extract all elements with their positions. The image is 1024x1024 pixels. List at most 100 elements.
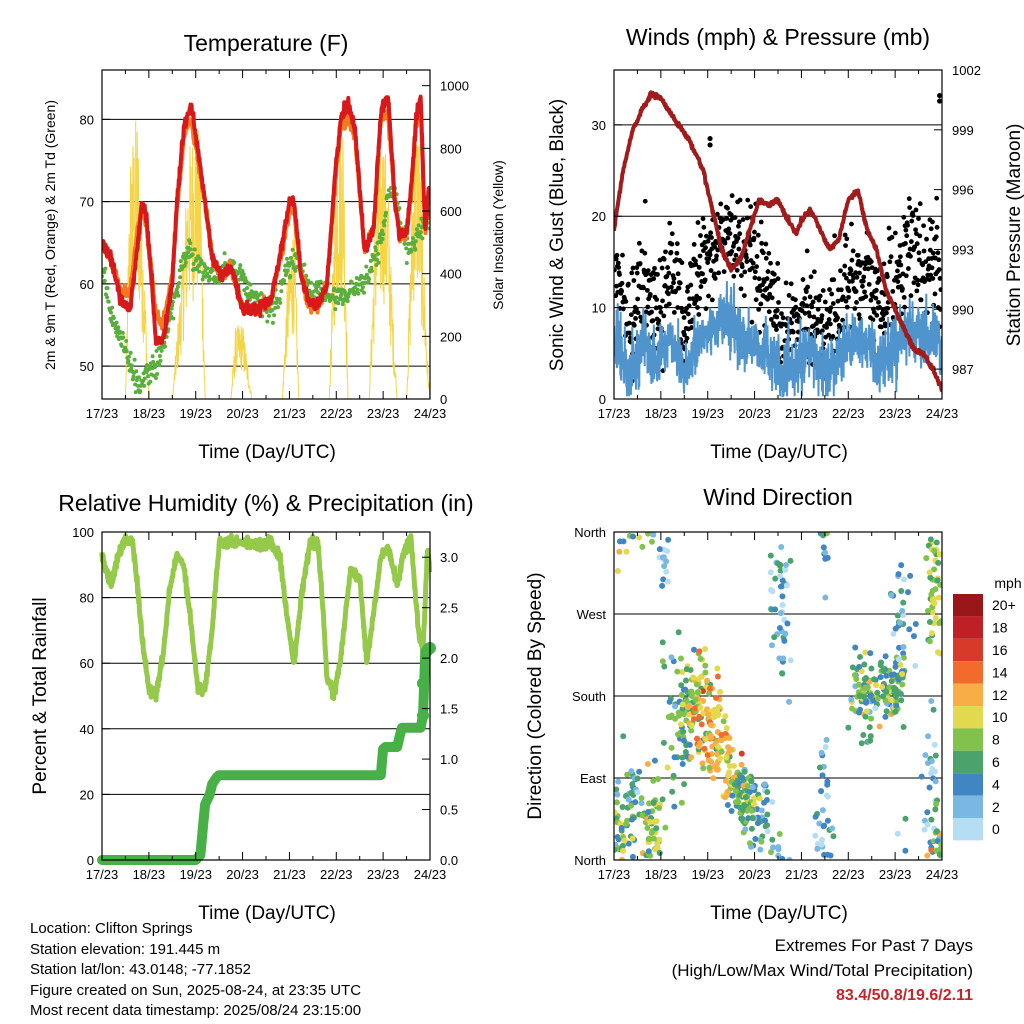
gust-point	[856, 312, 862, 318]
colorbar: 20+ 18 16 14 12 10 8 6 4 2 0	[953, 594, 1016, 841]
dewpoint-point	[243, 292, 248, 297]
direction-point	[668, 744, 675, 751]
winds-ylabel-left: Sonic Wind & Gust (Blue, Black)	[547, 99, 568, 371]
gust-point	[866, 281, 872, 287]
direction-point	[896, 619, 903, 626]
direction-point	[779, 670, 786, 677]
direction-point	[628, 768, 635, 775]
gust-point	[707, 135, 713, 142]
gust-point	[885, 305, 891, 311]
gust-point	[748, 204, 754, 209]
gust-point	[819, 328, 825, 334]
x-tick-label: 21/23	[273, 406, 306, 421]
gust-point	[729, 248, 735, 254]
gust-point	[628, 312, 634, 318]
y-tick-label: North	[574, 853, 606, 868]
gust-point	[890, 288, 896, 294]
direction-point	[675, 629, 682, 636]
direction-point	[700, 710, 707, 717]
direction-point	[772, 606, 779, 613]
direction-point	[707, 732, 714, 739]
dewpoint-point	[318, 279, 323, 284]
direction-point	[857, 653, 864, 660]
direction-point	[742, 794, 749, 801]
direction-point	[879, 683, 886, 690]
direction-point	[722, 713, 729, 720]
dewpoint-point	[159, 348, 164, 353]
direction-point	[678, 691, 685, 698]
dewpoint-point	[277, 297, 282, 302]
gust-point	[804, 248, 810, 254]
dewpoint-point	[308, 289, 313, 294]
gust-point	[703, 245, 708, 251]
dewpoint-point	[407, 241, 412, 246]
direction-point	[690, 674, 697, 681]
direction-point	[750, 800, 757, 807]
y2-tick-label: 990	[952, 302, 974, 317]
dewpoint-point	[245, 285, 250, 290]
gust-point	[623, 299, 629, 304]
direction-point	[723, 754, 730, 761]
direction-point	[702, 669, 709, 676]
dewpoint-point	[382, 218, 387, 223]
direction-point	[650, 799, 657, 806]
gust-point	[687, 296, 692, 302]
direction-point	[938, 841, 942, 848]
solar-insolation-line	[102, 120, 430, 399]
gust-point	[921, 248, 927, 254]
direction-point	[704, 677, 711, 684]
dewpoint-point	[272, 313, 277, 318]
direction-point	[933, 828, 940, 835]
gust-point	[666, 301, 672, 307]
dewpoint-point	[306, 278, 311, 283]
direction-point	[742, 826, 749, 833]
gust-point	[918, 297, 924, 303]
direction-point	[681, 781, 688, 788]
direction-point	[720, 718, 727, 725]
gust-point	[660, 298, 665, 304]
gust-point	[666, 270, 672, 276]
direction-point	[614, 786, 620, 793]
gust-point	[816, 297, 822, 303]
gust-point	[750, 260, 756, 266]
dewpoint-point	[126, 359, 131, 364]
direction-point	[821, 851, 828, 858]
direction-point	[819, 772, 826, 779]
direction-point	[937, 581, 942, 588]
gust-point	[759, 240, 765, 246]
direction-point	[897, 691, 904, 698]
plot-area	[614, 532, 942, 860]
gust-point	[761, 279, 767, 285]
direction-point	[900, 654, 907, 661]
x-tick-label: 17/23	[598, 406, 631, 421]
x-tick-label: 21/23	[785, 867, 818, 882]
gust-point	[652, 265, 657, 271]
gust-point	[665, 265, 671, 270]
gust-point	[702, 277, 708, 283]
dewpoint-point	[106, 299, 111, 304]
x-tick-label: 22/23	[832, 867, 865, 882]
gust-point	[827, 321, 833, 327]
direction-point	[918, 773, 925, 780]
gust-point	[735, 235, 741, 241]
gust-point	[783, 280, 789, 286]
gust-point	[635, 310, 641, 316]
dewpoint-point	[355, 287, 360, 292]
direction-title: Wind Direction	[703, 484, 853, 510]
axes: 0 10 20 30 987 990 993 996 999 1002 17/23 18/23 19/2…	[592, 63, 981, 421]
gust-point	[855, 252, 861, 258]
direction-point	[928, 846, 935, 853]
gust-point	[671, 280, 676, 286]
dewpoint-point	[150, 354, 155, 359]
direction-point	[926, 569, 933, 576]
direction-point	[653, 825, 660, 832]
dewpoint-point	[157, 353, 162, 358]
x-tick-label: 17/23	[86, 406, 119, 421]
direction-point	[933, 539, 940, 546]
direction-panel: Wind Direction Time (Day/UTC) Direction …	[525, 484, 1022, 924]
direction-point	[652, 846, 659, 853]
gust-point	[831, 277, 837, 283]
gust-point	[620, 252, 625, 258]
dewpoint-point	[148, 379, 153, 384]
direction-point	[724, 788, 731, 795]
